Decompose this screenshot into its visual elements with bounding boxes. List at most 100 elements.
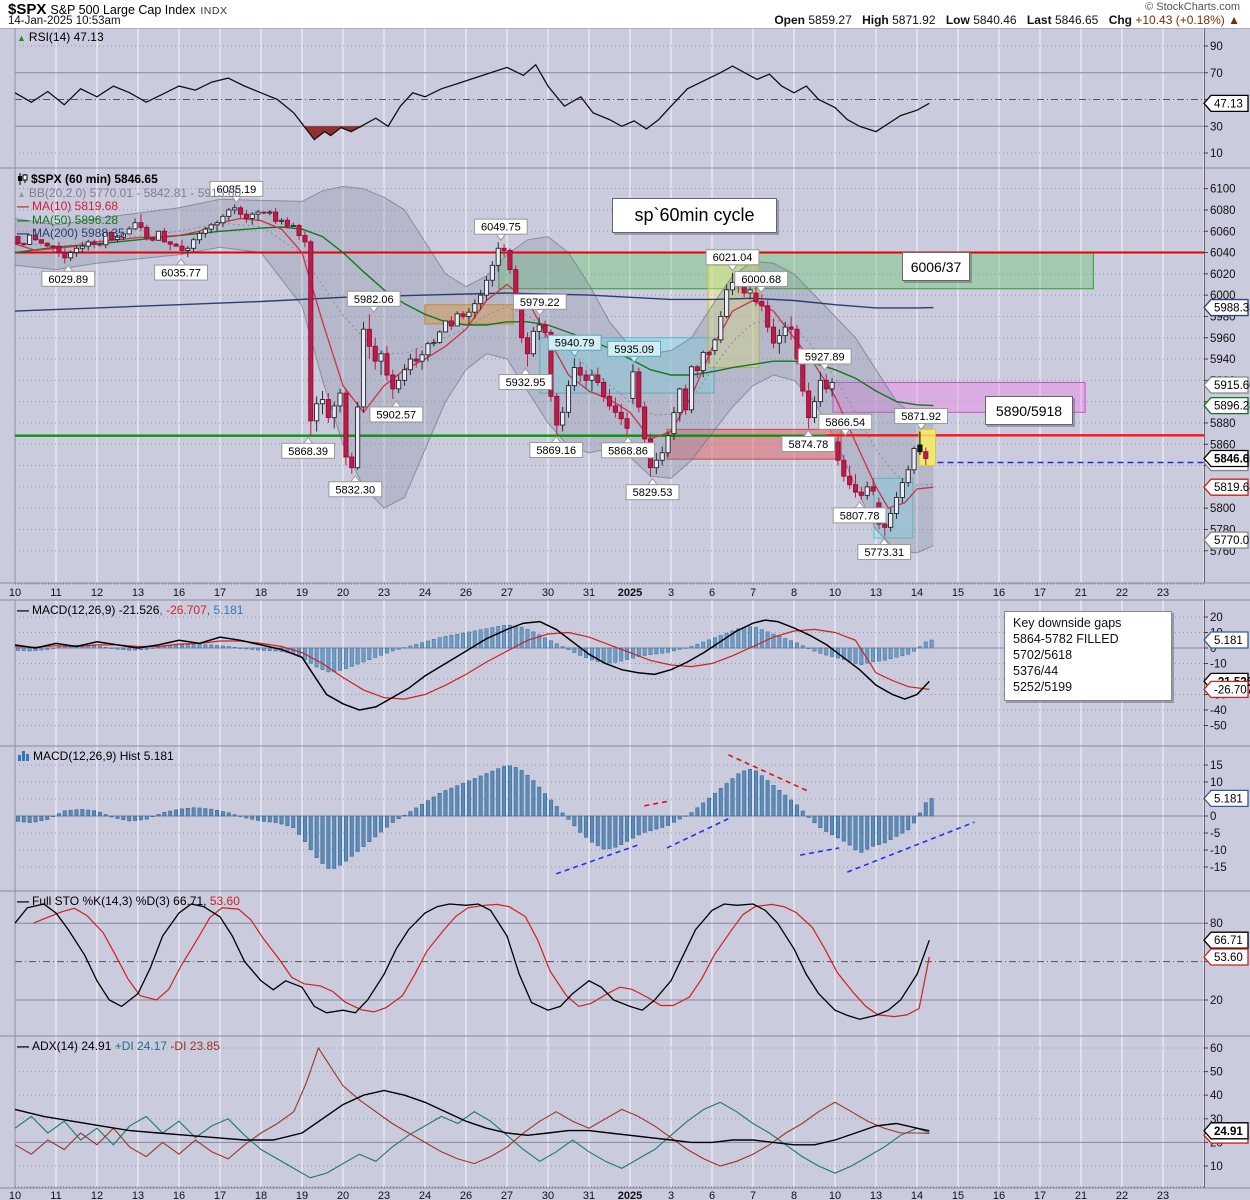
svg-text:6060: 6060 — [1210, 226, 1236, 238]
svg-text:11: 11 — [50, 1190, 61, 1200]
chg-label: Chg — [1108, 13, 1133, 27]
svg-text:5773.31: 5773.31 — [864, 547, 904, 559]
svg-text:-15: -15 — [1210, 862, 1227, 874]
svg-text:5868.86: 5868.86 — [608, 445, 648, 457]
svg-text:24: 24 — [419, 1190, 431, 1200]
svg-text:10: 10 — [1210, 148, 1223, 160]
svg-text:6085.19: 6085.19 — [217, 184, 257, 196]
svg-text:18: 18 — [255, 1190, 267, 1200]
svg-text:22: 22 — [1116, 587, 1128, 599]
timestamp: 14-Jan-2025 10:53am — [8, 15, 121, 27]
svg-text:16: 16 — [993, 587, 1005, 599]
svg-text:5874.78: 5874.78 — [788, 439, 828, 451]
svg-text:23: 23 — [1157, 587, 1169, 599]
symbol: $SPX — [8, 1, 47, 18]
price-panel: 6029.89 6035.77 6085.19 5868.39 5832.30 5982.… — [14, 180, 1250, 561]
svg-text:14: 14 — [911, 587, 923, 599]
svg-text:17: 17 — [1034, 587, 1046, 599]
rsi-line — [14, 63, 930, 141]
svg-text:5927.89: 5927.89 — [805, 351, 845, 363]
svg-text:17: 17 — [1034, 1190, 1046, 1200]
svg-text:20: 20 — [1210, 612, 1223, 624]
x-axis: 10 11 12 13 16 17 18 19 20 23 24 26 27 30 31 2025 3 6 7 8 10… — [9, 583, 1204, 599]
symbol-block: $SPX S&P 500 Large Cap Index INDX — [8, 1, 227, 19]
exchange: INDX — [200, 5, 228, 17]
svg-text:16: 16 — [173, 1190, 185, 1200]
svg-text:6: 6 — [709, 587, 715, 599]
svg-text:-10: -10 — [1210, 845, 1227, 857]
svg-text:5829.53: 5829.53 — [633, 487, 673, 499]
hist-trendline-red — [644, 799, 672, 807]
svg-text:5819.68: 5819.68 — [1214, 482, 1250, 494]
svg-text:6020: 6020 — [1210, 269, 1236, 281]
chg-value: +10.43 (+0.18%) — [1135, 13, 1225, 27]
price-axis-tags: 5988.355915.605896.285842.815846.655819.… — [1203, 298, 1250, 549]
svg-text:5960: 5960 — [1210, 333, 1236, 345]
macd-line — [14, 619, 930, 711]
svg-text:20: 20 — [337, 587, 349, 599]
svg-text:24.91: 24.91 — [1214, 1126, 1243, 1138]
svg-text:13: 13 — [132, 1190, 144, 1200]
svg-text:5846.65: 5846.65 — [1214, 453, 1250, 465]
hist-trendline-blue — [555, 844, 639, 875]
svg-text:-50: -50 — [1210, 721, 1227, 733]
minus-di-line — [14, 1046, 930, 1167]
svg-text:5868.39: 5868.39 — [288, 446, 328, 458]
svg-text:6100: 6100 — [1210, 184, 1236, 196]
price-labels: 6029.89 6035.77 6085.19 5868.39 5832.30 5982.… — [41, 180, 949, 561]
svg-text:23: 23 — [378, 1190, 390, 1200]
svg-text:-26.707: -26.707 — [1214, 684, 1250, 696]
svg-text:10: 10 — [829, 587, 841, 599]
svg-text:7: 7 — [750, 1190, 756, 1200]
svg-text:15: 15 — [952, 1190, 964, 1200]
svg-text:20: 20 — [337, 1190, 349, 1200]
ma200-line — [14, 292, 934, 312]
svg-text:11: 11 — [50, 587, 61, 599]
chart-svg: 9070503010576057805800582058405860588059… — [0, 27, 1250, 1200]
svg-text:90: 90 — [1210, 41, 1223, 53]
svg-text:5979.22: 5979.22 — [520, 297, 560, 309]
svg-text:3: 3 — [668, 587, 674, 599]
stockcharts-credit: © StockCharts.com — [1145, 1, 1240, 13]
svg-text:5832.30: 5832.30 — [335, 484, 375, 496]
svg-text:5982.06: 5982.06 — [354, 294, 394, 306]
svg-text:50: 50 — [1210, 1067, 1223, 1079]
svg-text:6029.89: 6029.89 — [48, 274, 88, 286]
svg-text:53.60: 53.60 — [1214, 952, 1243, 964]
svg-text:-5: -5 — [1210, 828, 1220, 840]
svg-text:5.181: 5.181 — [1214, 635, 1243, 647]
svg-text:5935.09: 5935.09 — [614, 344, 654, 356]
svg-text:6080: 6080 — [1210, 205, 1236, 217]
hist-panel-grid: 151050-5-10-15 — [0, 745, 1250, 892]
svg-text:5.181: 5.181 — [1214, 793, 1243, 805]
svg-text:15: 15 — [1210, 760, 1223, 772]
svg-text:30: 30 — [542, 587, 554, 599]
svg-text:13: 13 — [870, 1190, 882, 1200]
hist-trendline-blue — [847, 821, 975, 873]
svg-text:5871.92: 5871.92 — [901, 411, 941, 423]
sto-panel-grid: 805020 — [0, 890, 1250, 1037]
candles — [15, 204, 929, 537]
svg-text:5880: 5880 — [1210, 418, 1236, 430]
chart-header: $SPX S&P 500 Large Cap Index INDX 14-Jan-2… — [0, 0, 1250, 28]
x-axis: 10 11 12 13 16 17 18 19 20 23 24 26 27 30 31 2025 3 6 7 8 10… — [9, 1186, 1204, 1200]
svg-text:24: 24 — [419, 587, 431, 599]
svg-text:16: 16 — [173, 587, 185, 599]
svg-text:27: 27 — [501, 587, 513, 599]
svg-text:40: 40 — [1210, 1090, 1223, 1102]
svg-text:26: 26 — [460, 587, 472, 599]
svg-text:8: 8 — [791, 587, 797, 599]
open-value: 5859.27 — [808, 13, 852, 27]
svg-text:6000.68: 6000.68 — [741, 274, 781, 286]
chg-up-arrow-icon: ▲ — [1228, 13, 1240, 27]
macd-panel-grid: 20100-10-20-30-40-50 — [0, 599, 1250, 747]
svg-text:7: 7 — [750, 587, 756, 599]
svg-text:5940: 5940 — [1210, 354, 1236, 366]
index-name: S&P 500 Large Cap Index — [50, 3, 196, 17]
svg-text:12: 12 — [91, 1190, 103, 1200]
macd-panel: 5.181-21.526-26.707 — [14, 619, 1250, 711]
svg-text:31: 31 — [583, 1190, 595, 1200]
svg-text:23: 23 — [1157, 1190, 1169, 1200]
svg-text:5932.95: 5932.95 — [506, 377, 546, 389]
svg-text:20: 20 — [1210, 995, 1223, 1007]
